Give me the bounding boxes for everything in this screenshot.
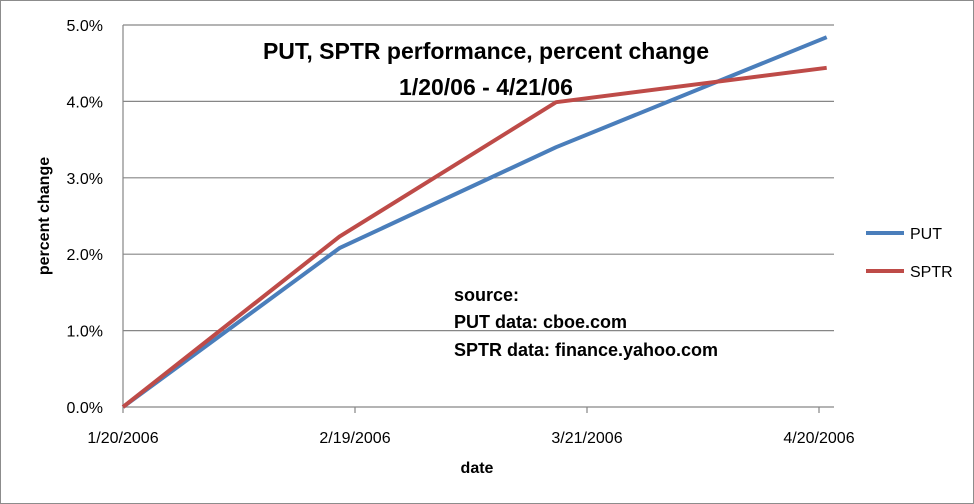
annotation-line: SPTR data: finance.yahoo.com bbox=[454, 340, 718, 360]
x-tick-label: 3/21/2006 bbox=[551, 430, 622, 447]
legend-label: SPTR bbox=[910, 264, 953, 281]
y-axis-label: percent change bbox=[36, 157, 53, 275]
chart-title: PUT, SPTR performance, percent change bbox=[263, 38, 709, 64]
y-tick-label: 3.0% bbox=[67, 171, 103, 188]
x-tick-label: 4/20/2006 bbox=[783, 430, 854, 447]
legend-label: PUT bbox=[910, 226, 942, 243]
series-line-sptr bbox=[121, 65, 827, 409]
x-axis-label: date bbox=[461, 460, 494, 477]
y-tick-label: 0.0% bbox=[67, 400, 103, 417]
y-tick-label: 1.0% bbox=[67, 324, 103, 341]
x-tick-label: 1/20/2006 bbox=[87, 430, 158, 447]
y-tick-label: 4.0% bbox=[67, 94, 103, 111]
x-tick-label: 2/19/2006 bbox=[319, 430, 390, 447]
annotation-line: source: bbox=[454, 285, 519, 305]
series-line-put bbox=[121, 35, 828, 409]
annotation-line: PUT data: cboe.com bbox=[454, 312, 627, 332]
chart-subtitle: 1/20/06 - 4/21/06 bbox=[399, 74, 573, 100]
legend: PUT SPTR bbox=[866, 226, 953, 281]
y-tick-label: 5.0% bbox=[67, 18, 103, 35]
y-tick-label: 2.0% bbox=[67, 247, 103, 264]
